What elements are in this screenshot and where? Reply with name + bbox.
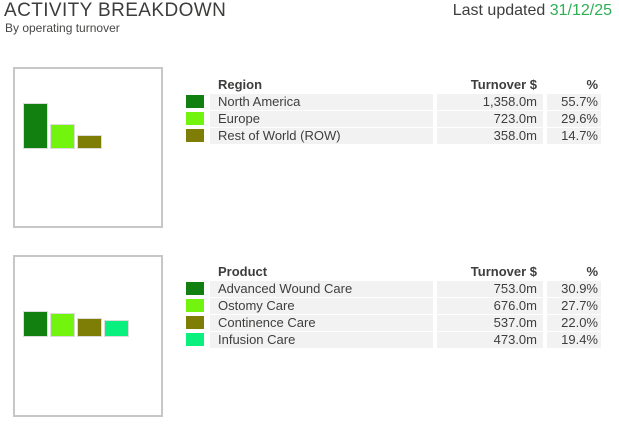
page-subtitle: By operating turnover bbox=[5, 21, 120, 35]
bar-rest-of-world-row bbox=[77, 135, 102, 149]
bar-ostomy-care bbox=[50, 313, 75, 337]
row-turnover: 537.0m bbox=[437, 315, 543, 331]
legend-swatch bbox=[186, 94, 204, 110]
row-percent: 19.4% bbox=[547, 332, 601, 348]
column-header-product: Product bbox=[218, 264, 268, 279]
bar-north-america bbox=[23, 103, 48, 149]
row-label: Europe bbox=[210, 111, 433, 127]
row-turnover: 676.0m bbox=[437, 298, 543, 314]
row-label: Ostomy Care bbox=[210, 298, 433, 314]
row-percent: 27.7% bbox=[547, 298, 601, 314]
legend-swatch bbox=[186, 111, 204, 127]
column-header-turnover: Turnover $ bbox=[470, 77, 537, 92]
row-percent: 14.7% bbox=[547, 128, 601, 144]
legend-swatch bbox=[186, 298, 204, 314]
product-bars bbox=[23, 311, 129, 337]
last-updated-date: 31/12/25 bbox=[549, 2, 612, 19]
product-table: Product Turnover $ % Advanced Wound Care… bbox=[186, 264, 601, 349]
region-bars bbox=[23, 103, 102, 149]
row-percent: 30.9% bbox=[547, 281, 601, 297]
row-label: Infusion Care bbox=[210, 332, 433, 348]
row-turnover: 723.0m bbox=[437, 111, 543, 127]
table-row: Infusion Care 473.0m 19.4% bbox=[186, 332, 601, 348]
row-turnover: 473.0m bbox=[437, 332, 543, 348]
table-row: Advanced Wound Care 753.0m 30.9% bbox=[186, 281, 601, 297]
table-row: Europe 723.0m 29.6% bbox=[186, 111, 601, 127]
product-bar-chart bbox=[13, 255, 163, 417]
legend-swatch bbox=[186, 281, 204, 297]
column-header-percent: % bbox=[586, 264, 598, 279]
table-row: North America 1,358.0m 55.7% bbox=[186, 94, 601, 110]
last-updated-label: Last updated bbox=[452, 2, 546, 19]
table-row: Continence Care 537.0m 22.0% bbox=[186, 315, 601, 331]
row-turnover: 358.0m bbox=[437, 128, 543, 144]
region-table-body: North America 1,358.0m 55.7% Europe 723.0m 29… bbox=[186, 94, 601, 144]
region-table: Region Turnover $ % North America 1,358.0… bbox=[186, 77, 601, 145]
column-header-region: Region bbox=[218, 77, 263, 92]
legend-swatch bbox=[186, 315, 204, 331]
row-label: Continence Care bbox=[210, 315, 433, 331]
legend-swatch bbox=[186, 128, 204, 144]
row-turnover: 753.0m bbox=[437, 281, 543, 297]
swatch-column-spacer bbox=[186, 264, 204, 279]
row-turnover: 1,358.0m bbox=[437, 94, 543, 110]
region-table-header: Region Turnover $ % bbox=[186, 77, 601, 92]
bar-advanced-wound-care bbox=[23, 311, 48, 337]
row-percent: 22.0% bbox=[547, 315, 601, 331]
bar-infusion-care bbox=[104, 320, 129, 337]
column-header-percent: % bbox=[586, 77, 598, 92]
region-bar-chart bbox=[13, 67, 163, 228]
page-title: ACTIVITY BREAKDOWN bbox=[4, 0, 227, 21]
bar-europe bbox=[50, 124, 75, 149]
legend-swatch bbox=[186, 332, 204, 348]
product-table-body: Advanced Wound Care 753.0m 30.9% Ostomy Car… bbox=[186, 281, 601, 348]
table-row: Rest of World (ROW) 358.0m 14.7% bbox=[186, 128, 601, 144]
bar-continence-care bbox=[77, 318, 102, 337]
swatch-column-spacer bbox=[186, 77, 204, 92]
product-table-header: Product Turnover $ % bbox=[186, 264, 601, 279]
last-updated: Last updated 31/12/25 bbox=[453, 2, 612, 20]
table-row: Ostomy Care 676.0m 27.7% bbox=[186, 298, 601, 314]
row-label: Advanced Wound Care bbox=[210, 281, 433, 297]
row-percent: 29.6% bbox=[547, 111, 601, 127]
column-header-turnover: Turnover $ bbox=[470, 264, 537, 279]
row-label: Rest of World (ROW) bbox=[210, 128, 433, 144]
row-label: North America bbox=[210, 94, 433, 110]
row-percent: 55.7% bbox=[547, 94, 601, 110]
